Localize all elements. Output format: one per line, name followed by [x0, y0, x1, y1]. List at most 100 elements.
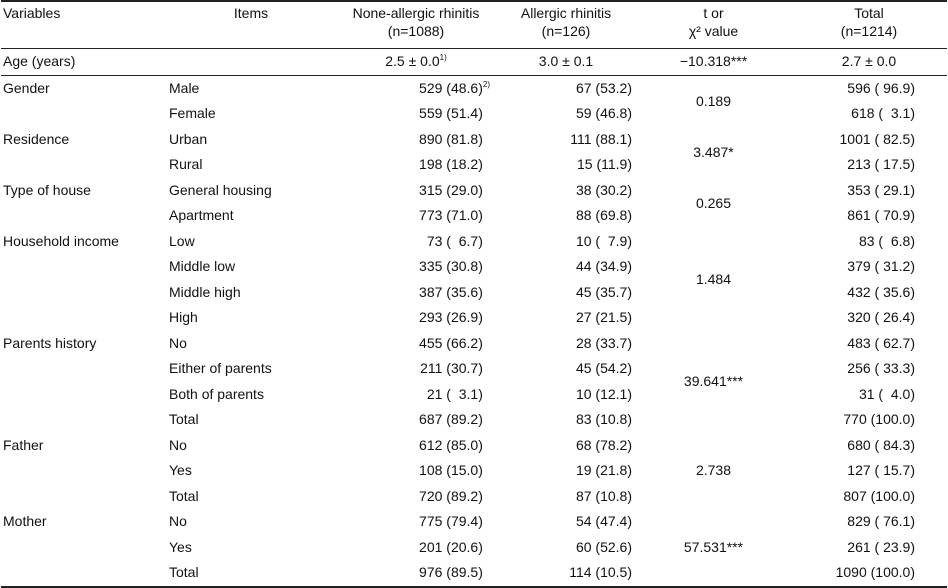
- cell-t-residence: 3.487*: [693, 143, 734, 160]
- cell-ar: 54 (47.4): [575, 513, 632, 530]
- header-total-n: (n=1214): [840, 23, 898, 39]
- item: Total: [169, 564, 199, 581]
- table-row: Total 976 (89.5)2) 114 (10.5) 1090 (100.…: [1, 560, 947, 587]
- cell-nar-value: 612 (85.0): [419, 436, 483, 453]
- table-row: Residence Urban 890 (81.8)2) 111 (88.1) …: [1, 127, 947, 160]
- variable-empty: [1, 407, 166, 433]
- item: No: [169, 436, 187, 453]
- cell-nar: 335 (30.8)2): [336, 254, 496, 280]
- cell-nar: 73 ( 6.7)2): [336, 229, 496, 255]
- cell-ar: 27 (21.5): [575, 309, 632, 326]
- cell-nar: 21 ( 3.1)2): [336, 382, 496, 408]
- cell-nar: 211 (30.7)2): [336, 356, 496, 382]
- variable-gender: Gender: [3, 79, 50, 96]
- cell-t-income: 1.484: [695, 271, 732, 287]
- cell-nar-value: 455 (66.2): [419, 334, 483, 351]
- cell-nar-value: 293 (26.9): [419, 309, 483, 326]
- header-t-or: t or: [703, 5, 724, 21]
- cell-nar-value: 21 ( 3.1): [426, 385, 483, 402]
- variable-father: Father: [3, 436, 44, 453]
- table-row: Total 687 (89.2)2) 83 (10.8) 770 (100.0): [1, 407, 947, 433]
- cell-age-nar-value: 2.5 ± 0.0: [385, 53, 440, 70]
- cell-ar: 19 (21.8): [575, 462, 632, 479]
- item: Total: [169, 411, 199, 428]
- header-allergic: Allergic rhinitis (n=126): [496, 1, 636, 49]
- cell-total: 261 ( 23.9): [847, 538, 915, 555]
- variable-household-income: Household income: [3, 232, 119, 249]
- header-none-allergic: None-allergic rhinitis (n=1088): [336, 1, 496, 49]
- header-allergic-label: Allergic rhinitis: [520, 5, 612, 21]
- variable-residence: Residence: [3, 130, 70, 147]
- item: Apartment: [169, 207, 234, 224]
- cell-total: 379 ( 31.2): [847, 258, 915, 275]
- cell-nar: 198 (18.2)2): [336, 152, 496, 178]
- cell-nar: 720 (89.2)2): [336, 484, 496, 510]
- cell-nar-value: 559 (51.4): [419, 105, 483, 122]
- cell-age-ar: 3.0 ± 0.1: [538, 53, 594, 70]
- cell-t-parents: 39.641***: [683, 373, 744, 389]
- cell-ar: 10 (12.1): [575, 385, 632, 402]
- cell-nar-value: 198 (18.2): [419, 156, 483, 173]
- cell-total: 618 ( 3.1): [851, 105, 915, 122]
- cell-nar: 293 (26.9)2): [336, 305, 496, 331]
- cell-t-house: 0.265: [695, 194, 732, 211]
- variable-empty: [1, 458, 166, 484]
- variable-empty: [1, 203, 166, 229]
- cell-nar-value: 775 (79.4): [419, 513, 483, 530]
- cell-nar-value: 529 (48.6): [419, 79, 483, 96]
- header-t-chi: t or χ² value: [636, 1, 791, 49]
- header-none-allergic-label: None-allergic rhinitis: [352, 5, 480, 21]
- item: Middle low: [169, 258, 236, 275]
- cell-total: 829 ( 76.1): [847, 513, 915, 530]
- table-row: Apartment 773 (71.0)2) 88 (69.8) 861 ( 7…: [1, 203, 947, 229]
- header-none-allergic-n: (n=1088): [387, 23, 445, 39]
- cell-nar-value: 773 (71.0): [419, 207, 483, 224]
- cell-nar-value: 976 (89.5): [419, 564, 483, 581]
- cell-total: 1090 (100.0): [835, 564, 915, 581]
- cell-total: 861 ( 70.9): [847, 207, 915, 224]
- item-male: Male: [169, 79, 200, 96]
- footnote-mark-1: 1): [439, 53, 447, 63]
- variable-empty: [1, 101, 166, 127]
- cell-ar: 44 (34.9): [575, 258, 632, 275]
- table-row: Household income Low 73 ( 6.7)2) 10 ( 7.…: [1, 229, 947, 287]
- variable-empty: [1, 305, 166, 331]
- cell-nar: 315 (29.0)2): [336, 178, 496, 204]
- cell-total: 596 ( 96.9): [847, 79, 915, 96]
- header-items-label: Items: [233, 5, 269, 21]
- variable-mother: Mother: [3, 513, 47, 530]
- table-row: Type of house General housing 315 (29.0)…: [1, 178, 947, 211]
- table-row: Mother No 775 (79.4)2) 54 (47.4) 57.531*…: [1, 509, 947, 555]
- cell-ar: 28 (33.7): [575, 334, 632, 351]
- item: Either of parents: [169, 360, 272, 377]
- variable-empty: [1, 382, 166, 408]
- variable-type-of-house: Type of house: [3, 181, 91, 198]
- variable-empty: [1, 356, 166, 382]
- cell-ar: 10 ( 7.9): [575, 232, 632, 249]
- cell-total: 83 ( 6.8): [858, 232, 915, 249]
- cell-nar: 201 (20.6)2): [336, 535, 496, 561]
- cell-t-gender: 0.189: [695, 92, 732, 109]
- table-row: Total 720 (89.2)2) 87 (10.8) 807 (100.0): [1, 484, 947, 510]
- cell-total: 213 ( 17.5): [847, 156, 915, 173]
- cell-nar: 108 (15.0)2): [336, 458, 496, 484]
- item-female: Female: [169, 105, 216, 122]
- cell-nar: 612 (85.0)2): [336, 433, 496, 459]
- cell-ar: 83 (10.8): [575, 411, 632, 428]
- item: General housing: [169, 181, 272, 198]
- table-row: Rural 198 (18.2)2) 15 (11.9) 213 ( 17.5): [1, 152, 947, 178]
- table-row: Either of parents 211 (30.7)2) 45 (54.2)…: [1, 356, 947, 382]
- header-total: Total (n=1214): [791, 1, 947, 49]
- cell-nar: 773 (71.0)2): [336, 203, 496, 229]
- table-row: Middle high 387 (35.6)2) 45 (35.7) 432 (…: [1, 280, 947, 306]
- cell-total: 1001 ( 82.5): [839, 130, 916, 147]
- cell-age-total: 2.7 ± 0.0: [841, 53, 897, 70]
- cell-nar: 775 (79.4)2): [336, 509, 496, 535]
- cell-t-mother: 57.531***: [683, 538, 744, 555]
- cell-ar: 38 (30.2): [575, 181, 632, 198]
- variable-empty: [1, 560, 166, 587]
- cell-total: 256 ( 33.3): [847, 360, 915, 377]
- cell-nar-value: 211 (30.7): [420, 360, 483, 377]
- cell-ar: 45 (54.2): [575, 360, 632, 377]
- table-row: Yes 201 (20.6)2) 60 (52.6) 261 ( 23.9): [1, 535, 947, 561]
